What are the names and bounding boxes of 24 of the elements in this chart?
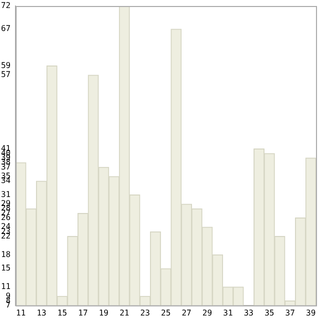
- x-tick-label: 37: [285, 308, 296, 318]
- x-tick-label: 13: [36, 308, 47, 318]
- x-tick-label: 25: [160, 308, 171, 318]
- x-tick-label: 39: [306, 308, 316, 318]
- x-tick-label: 33: [244, 308, 254, 318]
- y-tick-label: 18: [0, 250, 11, 259]
- x-tick-label: 31: [223, 308, 233, 318]
- y-tick-label: 59: [0, 60, 11, 70]
- x-tick-label: 29: [202, 308, 212, 318]
- x-tick-label: 17: [78, 308, 88, 318]
- x-tick-label: 19: [98, 308, 109, 318]
- y-tick-label: 72: [0, 1, 11, 10]
- x-tick-label: 35: [264, 308, 274, 318]
- y-tick-label: 67: [0, 24, 11, 34]
- y-tick-label: 15: [0, 264, 11, 273]
- x-tick-label: 11: [16, 308, 26, 318]
- x-tick-label: 15: [57, 308, 68, 318]
- y-tick-label: 11: [0, 282, 11, 292]
- y-tick-label: 57: [0, 70, 11, 80]
- x-tick-label: 21: [120, 308, 130, 318]
- x-tick-label: 23: [140, 308, 150, 318]
- y-tick-label: 31: [0, 190, 11, 199]
- y-tick-label: 34: [0, 176, 11, 186]
- x-tick-label: 27: [182, 308, 192, 318]
